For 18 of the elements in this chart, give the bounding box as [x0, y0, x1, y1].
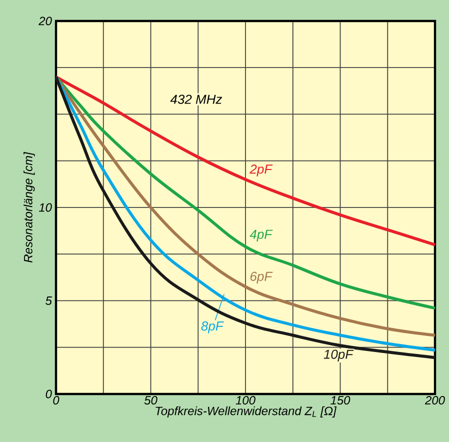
line-series — [54, 75, 437, 246]
x-tick-label: 50 — [144, 396, 158, 405]
y-axis-title: Resonatorlänge [cm] — [24, 152, 35, 262]
x-axis-title: Topfkreis-Wellenwiderstand Z$_{L}$ [Ω] — [156, 406, 337, 418]
series-label: 10pF — [324, 350, 354, 362]
series-label: 6pF — [250, 272, 273, 284]
series-label: 2pF — [250, 164, 273, 176]
x-tick-label: 100 — [236, 396, 256, 405]
y-tick-label: 10 — [38, 203, 52, 212]
annotation: 432 MHz — [170, 94, 222, 104]
y-tick-label: 5 — [46, 296, 52, 305]
x-tick-label: 200 — [424, 396, 445, 405]
series-label: 4pF — [250, 230, 273, 242]
y-tick-label: 0 — [46, 390, 52, 398]
legend-label: 8pF — [201, 321, 224, 334]
x-tick-label: 150 — [330, 396, 350, 405]
y-tick-label: 20 — [38, 16, 52, 26]
x-tick-label: 0 — [53, 396, 60, 405]
